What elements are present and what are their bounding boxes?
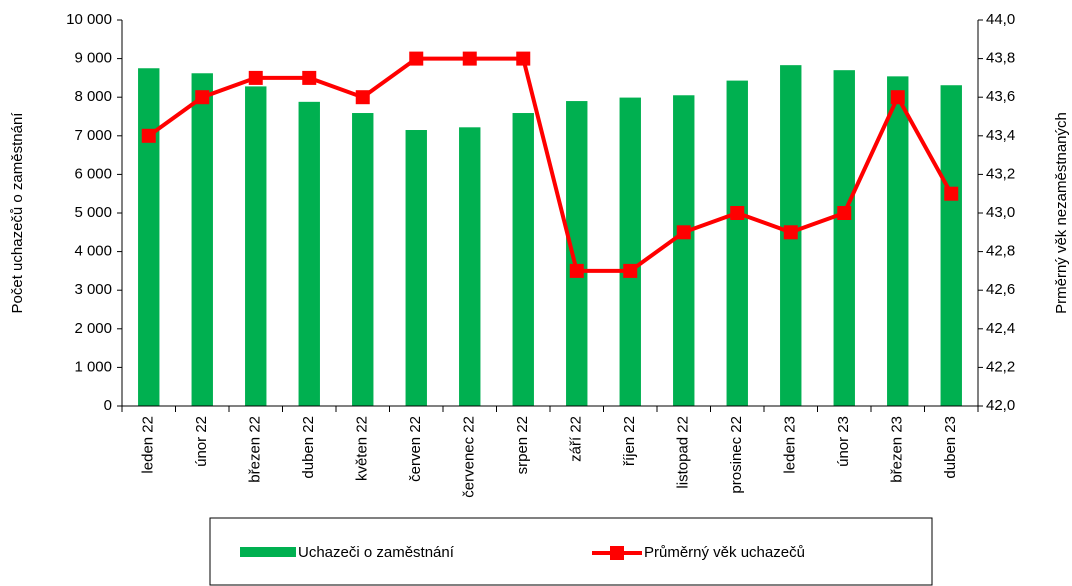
bar: [352, 113, 374, 406]
line-marker: [569, 263, 584, 278]
x-tick-label: listopad 22: [675, 416, 692, 489]
bar: [887, 76, 909, 406]
line-marker: [730, 206, 745, 220]
line-marker: [195, 90, 210, 105]
x-tick-label: březen 23: [889, 416, 906, 483]
x-tick-label: květen 22: [354, 416, 371, 481]
y-tick-label: 0: [104, 397, 112, 414]
y2-tick-label: 42,0: [986, 397, 1015, 414]
legend-swatch: [610, 546, 624, 560]
x-tick-label: červenec 22: [461, 416, 478, 498]
bar: [726, 80, 748, 407]
y2-tick-label: 43,6: [986, 88, 1015, 105]
y-tick-label: 1 000: [74, 358, 112, 375]
y-tick-label: 8 000: [74, 88, 112, 105]
x-tick-label: duben 22: [300, 416, 317, 479]
bar: [673, 95, 695, 407]
bar: [512, 113, 534, 406]
line-marker: [676, 225, 691, 240]
y-tick-label: 4 000: [74, 243, 112, 260]
y-tick-label: 5 000: [74, 204, 112, 221]
line-marker: [355, 90, 370, 105]
y-tick-label: 2 000: [74, 320, 112, 337]
bar: [619, 97, 641, 406]
x-tick-label: únor 23: [835, 416, 852, 467]
bar: [245, 86, 267, 406]
legend-swatch: [240, 547, 296, 557]
x-tick-label: září 22: [568, 416, 585, 462]
y2-tick-label: 42,6: [986, 281, 1015, 298]
x-tick-label: březen 22: [247, 416, 264, 483]
legend-label: Průměrný věk uchazečů: [644, 544, 805, 561]
line-marker: [302, 70, 317, 85]
bar: [405, 130, 427, 406]
line-marker: [248, 70, 263, 85]
bar: [940, 85, 962, 406]
y-tick-label: 9 000: [74, 50, 112, 67]
x-tick-label: duben 23: [942, 416, 959, 479]
bar: [566, 101, 588, 406]
x-tick-label: leden 22: [140, 416, 157, 474]
y-tick-label: 6 000: [74, 165, 112, 182]
bar: [298, 101, 320, 406]
y2-tick-label: 42,4: [986, 320, 1015, 337]
x-tick-label: leden 23: [782, 416, 799, 474]
y2-tick-label: 43,4: [986, 127, 1015, 144]
y-tick-label: 7 000: [74, 127, 112, 144]
y2-tick-label: 42,8: [986, 243, 1015, 260]
x-tick-label: červen 22: [407, 416, 424, 482]
y-tick-label: 10 000: [66, 11, 112, 28]
legend-box: [209, 517, 933, 586]
x-tick-label: únor 22: [193, 416, 210, 467]
y2-tick-label: 42,2: [986, 358, 1015, 375]
line-marker: [516, 51, 531, 66]
bar: [833, 70, 855, 407]
y-tick-label: 3 000: [74, 281, 112, 298]
line-marker: [623, 263, 638, 278]
line: [147, 56, 953, 273]
bar: [459, 127, 481, 407]
line-marker: [944, 186, 959, 201]
y2-tick-label: 43,2: [986, 165, 1015, 182]
y-axis-label: Počet uchazečů o zaměstnání: [9, 112, 26, 314]
y2-tick-label: 43,8: [986, 50, 1015, 67]
line-marker: [141, 128, 156, 143]
x-tick-label: prosinec 22: [728, 416, 745, 494]
line-marker: [783, 225, 798, 240]
bar: [191, 73, 213, 406]
x-tick-label: srpen 22: [514, 416, 531, 474]
y2-tick-label: 44,0: [986, 11, 1015, 28]
bar: [138, 68, 160, 406]
y2-axis-label: Prměrný věk nezaměstnaných: [1053, 112, 1070, 314]
line-marker: [837, 206, 852, 220]
legend-label: Uchazeči o zaměstnání: [298, 544, 455, 561]
x-tick-label: říjen 22: [621, 416, 638, 466]
line-marker: [409, 51, 424, 66]
line-marker: [462, 51, 477, 66]
line-marker: [890, 90, 905, 105]
y2-tick-label: 43,0: [986, 204, 1015, 221]
